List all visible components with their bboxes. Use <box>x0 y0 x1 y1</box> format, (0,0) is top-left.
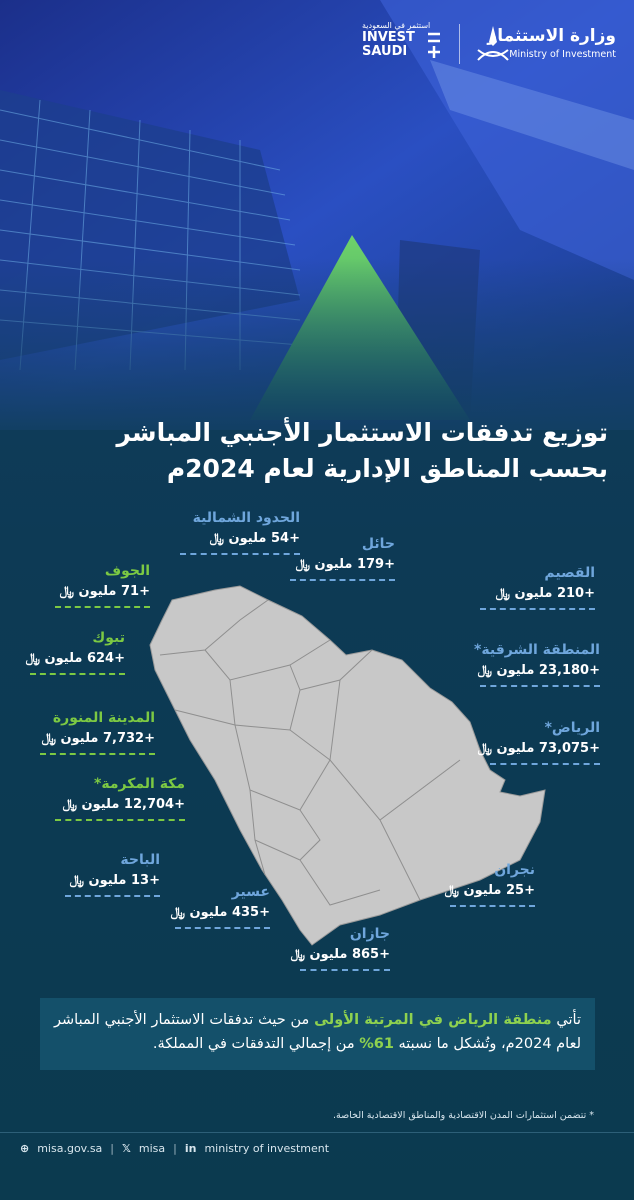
title-line1: توزيع تدفقات الاستثمار الأجنبي المباشر <box>116 418 608 447</box>
x-icon: 𝕏 <box>122 1142 131 1155</box>
footer-rule <box>0 1132 634 1133</box>
region-value: +23,180 مليون ﷼ <box>477 663 600 678</box>
region-name: مكة المكرمة* <box>94 776 185 792</box>
region-name: حائل <box>361 536 395 552</box>
logo-divider <box>459 24 460 64</box>
region-name: الرياض* <box>544 720 600 736</box>
region-underline <box>55 819 185 821</box>
region-value: +54 مليون ﷼ <box>209 531 300 546</box>
region-name: الجوف <box>104 563 150 579</box>
hero-image <box>0 0 634 430</box>
region-value: +73,075 مليون ﷼ <box>477 741 600 756</box>
region-underline <box>480 608 595 610</box>
summary-highlight: 61% <box>359 1036 394 1052</box>
region-value: +7,732 مليون ﷼ <box>41 731 155 746</box>
ministry-name-en: Ministry of Investment <box>509 49 616 60</box>
region-value: +865 مليون ﷼ <box>290 947 390 962</box>
region-value: +179 مليون ﷼ <box>295 557 395 572</box>
region-underline <box>450 905 535 907</box>
ministry-emblem <box>477 26 509 61</box>
region-name: نجران <box>494 862 535 878</box>
region-name: جازان <box>349 926 390 942</box>
region-name: القصيم <box>544 565 595 581</box>
region-underline <box>480 685 600 687</box>
region-underline <box>55 606 150 608</box>
region-underline <box>175 927 270 929</box>
region-underline <box>65 895 160 897</box>
region-name: المنطقة الشرقية* <box>474 642 600 658</box>
footer-linkedin: ministry of investment <box>204 1142 330 1155</box>
region-value: +25 مليون ﷼ <box>444 883 535 898</box>
footer-website: misa.gov.sa <box>37 1142 103 1155</box>
region-underline <box>290 579 395 581</box>
summary-box: تأتي منطقة الرياض في المرتبة الأولى من ح… <box>40 998 595 1070</box>
region-value: +624 مليون ﷼ <box>25 651 125 666</box>
invest-line1: INVEST <box>362 30 415 45</box>
ministry-name-ar: وزارة الاستثمار <box>487 26 616 46</box>
summary-text: تأتي <box>551 1012 581 1028</box>
region-name: تبوك <box>92 630 125 646</box>
summary-highlight: منطقة الرياض في المرتبة الأولى <box>314 1012 552 1028</box>
footer-sep: | <box>110 1142 115 1155</box>
region-value: +435 مليون ﷼ <box>170 905 270 920</box>
region-underline <box>180 553 300 555</box>
region-name: الباحة <box>120 852 160 868</box>
region-value: +13 مليون ﷼ <box>69 873 160 888</box>
footer-sep: | <box>173 1142 177 1155</box>
region-value: +71 مليون ﷼ <box>59 584 150 599</box>
region-name: عسير <box>231 884 270 900</box>
region-value: +210 مليون ﷼ <box>495 586 595 601</box>
region-underline <box>40 753 155 755</box>
region-name: المدينة المنورة <box>52 710 155 726</box>
summary-text: من حيث تدفقات الاستثمار الأجنبي المباشر … <box>54 1012 581 1052</box>
title-line2: بحسب المناطق الإدارية لعام 2024م <box>166 454 608 483</box>
footnote: * تتضمن استثمارات المدن الاقتصادية والمن… <box>333 1110 594 1121</box>
footer: ⊕ misa.gov.sa | 𝕏 misa | in ministry of … <box>20 1142 329 1155</box>
region-underline <box>300 969 390 971</box>
invest-icon <box>428 32 440 58</box>
linkedin-icon: in <box>184 1142 197 1155</box>
region-underline <box>490 763 600 765</box>
footer-x: misa <box>138 1142 166 1155</box>
region-underline <box>30 673 125 675</box>
web-icon: ⊕ <box>20 1142 30 1155</box>
invest-tagline: استثمر في السعودية <box>362 21 431 30</box>
region-value: +12,704 مليون ﷼ <box>62 797 185 812</box>
map <box>149 585 546 946</box>
summary-text: من إجمالي التدفقات في المملكة. <box>152 1036 360 1052</box>
region-name: الحدود الشمالية <box>192 510 300 526</box>
invest-line2: SAUDI <box>362 44 408 59</box>
